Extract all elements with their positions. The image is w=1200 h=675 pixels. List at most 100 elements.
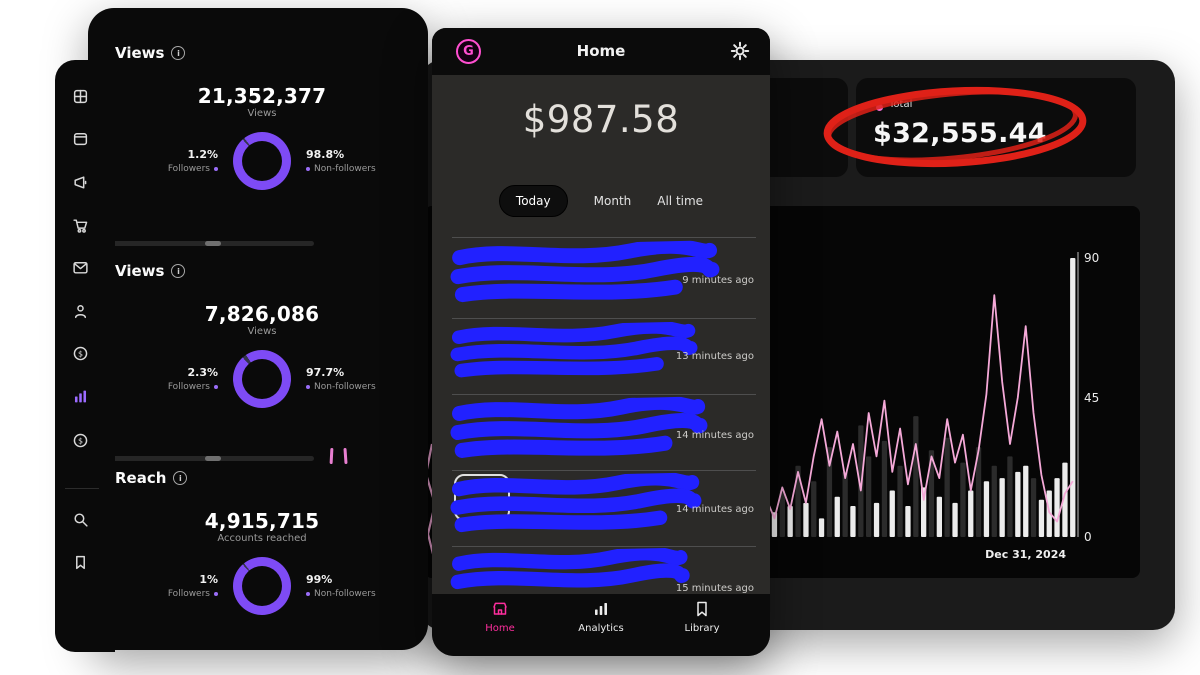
followers-pct: 2.3% [187, 366, 218, 379]
views-count: 7,826,086 [204, 302, 320, 326]
shop-cart-icon[interactable] [72, 217, 90, 235]
tab-all-time[interactable]: All time [657, 194, 704, 208]
tab-today[interactable]: Today [498, 185, 568, 217]
reach-count: 4,915,715 [204, 509, 320, 533]
followers-stat: 1% Followers [110, 573, 218, 599]
nonfollowers-stat: 98.8% Non-followers [306, 148, 414, 174]
followers-label: Followers [167, 382, 210, 392]
transaction-row[interactable]: 13 minutes ago [432, 318, 770, 394]
saved-bookmark-icon[interactable] [72, 554, 90, 572]
nonfollowers-stat: 99% Non-followers [306, 573, 414, 599]
list-divider [452, 470, 756, 471]
transaction-time: 13 minutes ago [675, 351, 754, 362]
nav-label: Home [485, 623, 515, 634]
content-box-icon[interactable] [72, 130, 90, 148]
total-revenue-card: Total $32,555.44 [856, 78, 1136, 177]
info-icon[interactable]: i [171, 46, 186, 60]
horizontal-scrollbar[interactable] [110, 241, 314, 246]
followers-stat: 2.3% Followers [110, 366, 218, 392]
followers-donut-chart [233, 132, 291, 190]
transaction-row[interactable]: 14 minutes ago [432, 394, 770, 470]
scrollbar-thumb[interactable] [205, 241, 221, 246]
transaction-time: 9 minutes ago [682, 275, 754, 286]
time-filter-tabs: Today Month All time [432, 184, 770, 218]
svg-text:45: 45 [1084, 391, 1099, 405]
redaction-scribble-icon [450, 472, 702, 533]
sidebar: $ $ [55, 60, 115, 652]
legend-dot-icon [306, 592, 310, 596]
search-icon[interactable] [72, 511, 90, 529]
nav-label: Library [684, 623, 720, 634]
transaction-row[interactable]: 15 minutes ago [432, 546, 770, 620]
redaction-scribble-icon [450, 547, 690, 590]
legend-dot-icon [214, 385, 218, 389]
home-storefront-icon [493, 602, 507, 615]
nonfollowers-label: Non-followers [314, 589, 376, 599]
section-title-text: Views [115, 44, 165, 62]
insights-chart-icon[interactable] [72, 388, 90, 406]
nonfollowers-label: Non-followers [314, 382, 376, 392]
nav-item-home[interactable]: Home [460, 600, 540, 634]
list-divider [452, 237, 756, 238]
views-count: 21,352,377 [197, 84, 327, 108]
phone-app: G Home $987.58 Today Month All time 9 mi… [432, 28, 770, 656]
legend-dot-icon [306, 167, 310, 171]
views-section-1: Views i 21,352,377 Views 1.2% Followers … [110, 44, 414, 224]
nonfollowers-label: Non-followers [314, 164, 376, 174]
section-title: Reach i [115, 469, 188, 487]
scrollbar-thumb[interactable] [205, 456, 221, 461]
svg-text:$: $ [78, 349, 83, 358]
redaction-scribble-icon [450, 321, 698, 378]
legend-dot-icon [306, 385, 310, 389]
nonfollowers-stat: 97.7% Non-followers [306, 366, 414, 392]
followers-stat: 1.2% Followers [110, 148, 218, 174]
info-icon[interactable]: i [173, 471, 188, 485]
audience-people-icon[interactable] [72, 303, 90, 321]
legend-dot-icon [214, 167, 218, 171]
redaction-scribble-icon [450, 396, 708, 458]
section-title: Views i [115, 44, 186, 62]
horizontal-scrollbar[interactable] [110, 456, 314, 461]
legend-dot-icon [214, 592, 218, 596]
nav-item-analytics[interactable]: Analytics [561, 600, 641, 634]
nav-label: Analytics [578, 623, 624, 634]
views-section-2: Views i 7,826,086 Views 2.3% Followers 9… [110, 262, 414, 442]
page-title: Home [576, 42, 626, 60]
total-legend-dot [876, 104, 883, 111]
pink-tick-mark [329, 447, 334, 465]
followers-label: Followers [167, 589, 210, 599]
section-title: Views i [115, 262, 186, 280]
balance-amount: $987.58 [522, 98, 680, 141]
info-icon[interactable]: i [171, 264, 186, 278]
promotions-megaphone-icon[interactable] [72, 174, 90, 192]
earnings-dollar-icon[interactable]: $ [72, 432, 90, 450]
revenue-chart: 90 45 0 Dec 31, 2024 [764, 251, 1099, 561]
analytics-bars-icon [595, 603, 607, 615]
app-logo-icon[interactable]: G [456, 39, 481, 64]
sidebar-divider [65, 488, 99, 489]
messages-envelope-icon[interactable] [72, 259, 90, 277]
settings-gear-icon[interactable] [730, 41, 750, 61]
nonfollowers-pct: 97.7% [306, 366, 345, 379]
reach-section: Reach i 4,915,715 Accounts reached 1% Fo… [110, 469, 414, 649]
reach-count-label: Accounts reached [217, 533, 307, 544]
followers-donut-chart [233, 557, 291, 615]
followers-pct: 1% [199, 573, 218, 586]
overview-grid-icon[interactable] [72, 88, 90, 106]
list-divider [452, 318, 756, 319]
phone-header: G Home [432, 28, 770, 75]
nav-item-library[interactable]: Library [662, 600, 742, 634]
svg-text:90: 90 [1084, 251, 1099, 265]
svg-text:$: $ [78, 436, 83, 445]
followers-donut-chart [233, 350, 291, 408]
svg-text:Dec 31, 2024: Dec 31, 2024 [985, 548, 1066, 561]
transaction-row[interactable]: 9 minutes ago [432, 237, 770, 318]
followers-pct: 1.2% [187, 148, 218, 161]
tab-month[interactable]: Month [593, 194, 632, 208]
total-label: Total [889, 99, 913, 110]
monetization-dollar-icon[interactable]: $ [72, 345, 90, 363]
nonfollowers-pct: 98.8% [306, 148, 345, 161]
transaction-row[interactable]: 14 minutes ago [432, 470, 770, 546]
views-count-label: Views [247, 108, 277, 119]
